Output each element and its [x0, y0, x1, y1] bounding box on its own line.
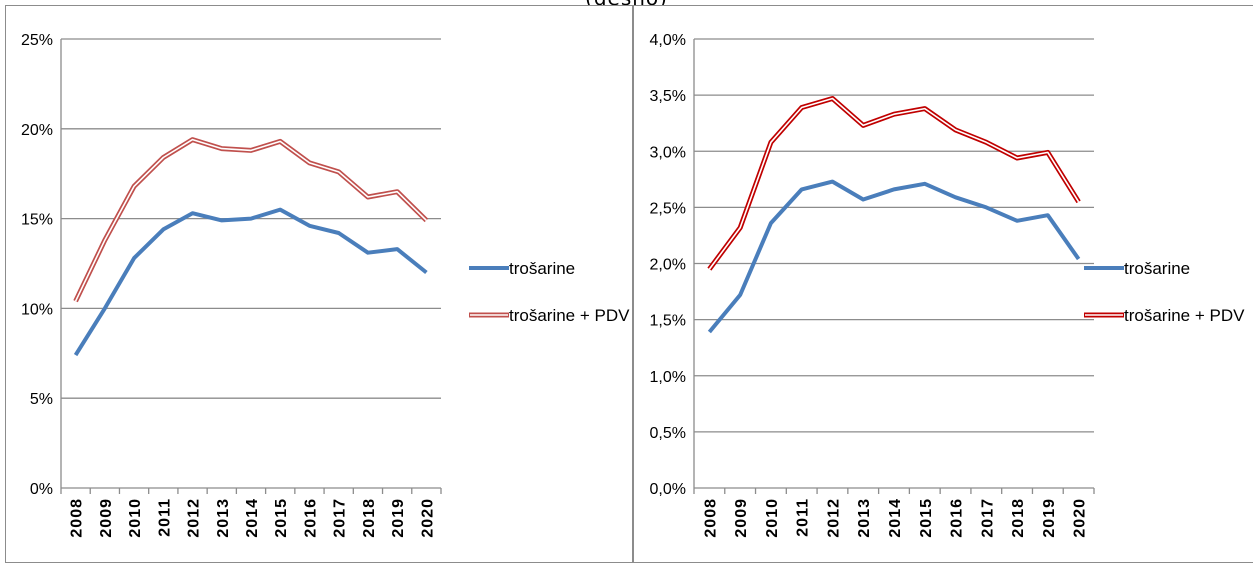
right-y-tick-label: 1,0% — [650, 369, 686, 386]
right-y-tick-label: 3,5% — [650, 88, 686, 105]
left-y-tick-label: 20% — [21, 122, 53, 139]
left-x-tick-label: 2010 — [127, 498, 144, 538]
left-y-tick-label: 0% — [30, 481, 53, 498]
right-y-tick-label: 0,5% — [650, 425, 686, 442]
right-x-tick-label: 2020 — [1072, 498, 1089, 538]
right-x-tick-label: 2012 — [825, 498, 842, 538]
left-y-tick-label: 25% — [21, 32, 53, 49]
right-x-tick-label: 2008 — [702, 498, 719, 538]
right-x-tick-label: 2009 — [733, 498, 750, 538]
left-x-tick-label: 2008 — [69, 498, 86, 538]
left-x-tick-label: 2016 — [302, 498, 319, 538]
left-x-tick-label: 2018 — [361, 498, 378, 538]
right-y-tick-label: 4,0% — [650, 32, 686, 49]
right-x-tick-label: 2010 — [764, 498, 781, 538]
right-y-tick-label: 2,0% — [650, 257, 686, 274]
right-x-tick-label: 2017 — [979, 498, 996, 538]
chart-divider — [632, 5, 633, 563]
right-y-tick-label: 0,0% — [650, 481, 686, 498]
left-x-tick-label: 2020 — [419, 498, 436, 538]
left-series-trosarine-pdv-line-inner — [74, 138, 427, 302]
left-y-tick-label: 10% — [21, 301, 53, 318]
right-series-trosarine-pdv-line — [707, 96, 1081, 271]
chart-right: 0,0% 0,5% 1,0% 1,5% 2,0% 2,5% 3,0% 3,5% 4,0% 2008… — [633, 5, 1253, 563]
right-x-tick-label: 2014 — [887, 498, 904, 538]
left-y-tick-label: 5% — [30, 391, 53, 408]
chart-left: 0% 5% 10% 15% 20% 25% 2008 2009 2010 2011 2012 2013… — [5, 5, 632, 563]
left-series-trosarine-line — [73, 207, 428, 357]
left-x-tick-label: 2015 — [273, 498, 290, 538]
right-y-tick-label: 1,5% — [650, 313, 686, 330]
right-series-trosarine-line — [707, 179, 1081, 334]
right-x-tick-label: 2013 — [856, 498, 873, 538]
right-x-tick-label: 2018 — [1010, 498, 1027, 538]
chart-left-svg: 0% 5% 10% 15% 20% 25% 2008 2009 2010 2011 2012 2013… — [21, 32, 630, 538]
left-x-tick-label: 2011 — [156, 498, 173, 537]
right-x-tick-label: 2015 — [918, 498, 935, 538]
left-x-tick-label: 2019 — [390, 498, 407, 538]
left-x-tick-label: 2014 — [244, 498, 261, 538]
right-y-tick-label: 2,5% — [650, 200, 686, 217]
right-series-trosarine-pdv-line-inner — [708, 97, 1080, 270]
left-x-tick-label: 2012 — [186, 498, 203, 538]
left-y-tick-label: 15% — [21, 212, 53, 229]
right-x-tick-label: 2019 — [1041, 498, 1058, 538]
left-legend-trosarine-label: trošarine — [509, 259, 575, 278]
left-legend-trosarine-pdv-label: trošarine + PDV — [509, 306, 630, 325]
left-x-tick-label: 2013 — [215, 498, 232, 538]
right-x-tick-label: 2016 — [949, 498, 966, 538]
right-y-tick-label: 3,0% — [650, 144, 686, 161]
right-legend-trosarine-pdv-label: trošarine + PDV — [1124, 306, 1245, 325]
right-legend-trosarine-label: trošarine — [1124, 259, 1190, 278]
chart-right-svg: 0,0% 0,5% 1,0% 1,5% 2,0% 2,5% 3,0% 3,5% 4,0% 2008… — [650, 32, 1246, 538]
left-x-tick-label: 2009 — [98, 498, 115, 538]
right-x-tick-label: 2011 — [795, 498, 812, 537]
left-x-tick-label: 2017 — [332, 498, 349, 538]
